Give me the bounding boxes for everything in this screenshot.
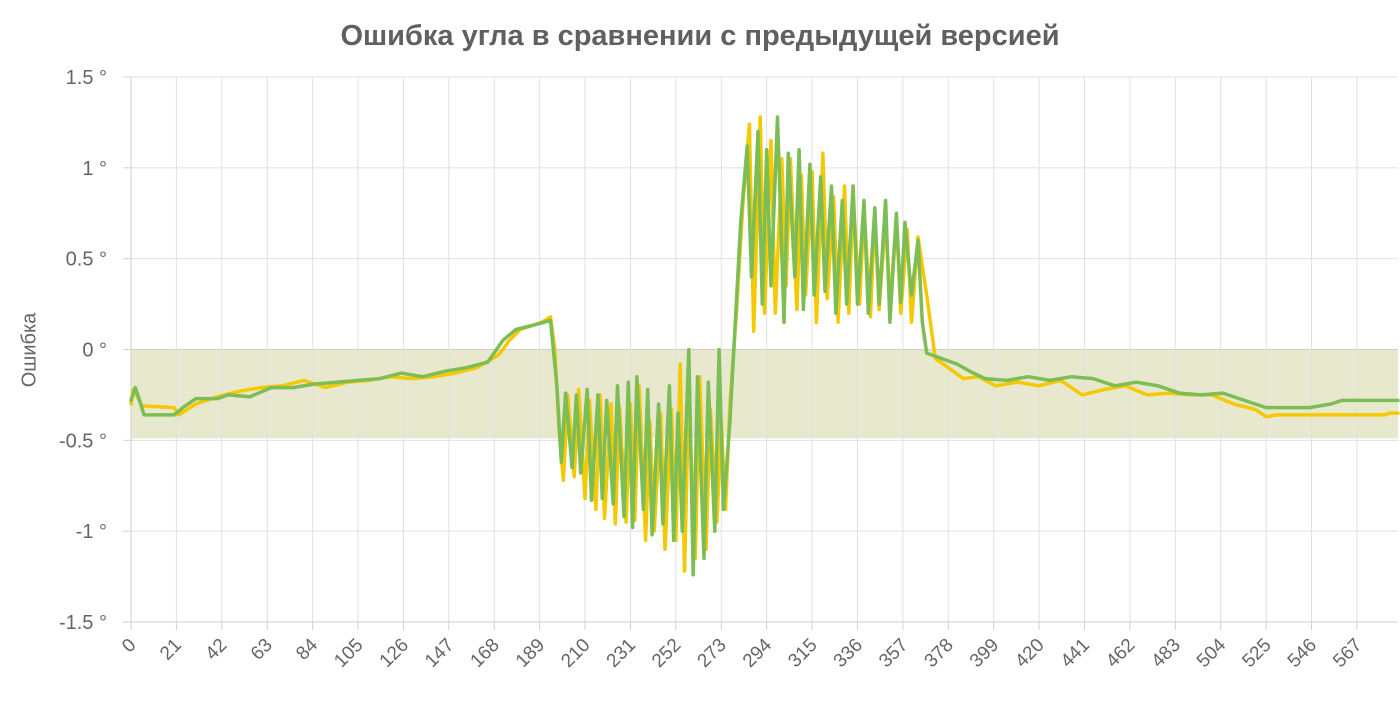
x-tick-label: 168 [467, 635, 504, 672]
x-tick-label: 567 [1329, 635, 1366, 672]
x-tick-label: 273 [694, 635, 731, 672]
x-tick-label: 0 [118, 635, 140, 657]
x-tick-label: 399 [966, 635, 1003, 672]
x-tick-label: 126 [376, 635, 413, 672]
y-tick-label: -1.5 ° [59, 612, 107, 634]
y-tick-label: 1 ° [82, 158, 107, 180]
x-tick-label: 462 [1102, 635, 1139, 672]
x-tick-label: 42 [202, 635, 232, 665]
x-tick-label: 441 [1057, 635, 1094, 672]
x-tick-label: 231 [603, 635, 640, 672]
x-tick-label: 210 [557, 635, 594, 672]
x-tick-label: 504 [1193, 634, 1231, 672]
y-tick-label: -1 ° [76, 521, 107, 543]
series-line-green [129, 115, 1400, 577]
x-tick-label: 294 [739, 634, 777, 672]
x-tick-label: 21 [156, 635, 186, 665]
x-tick-label: 357 [875, 635, 912, 672]
x-tick-label: 147 [421, 635, 458, 672]
y-tick-label: 0.5 ° [66, 249, 107, 271]
x-tick-label: 315 [784, 635, 821, 672]
x-tick-label: 378 [921, 635, 958, 672]
x-tick-label: 546 [1284, 635, 1321, 672]
x-tick-label: 525 [1238, 635, 1275, 672]
x-tick-label: 252 [648, 635, 685, 672]
x-tick-label: 84 [292, 634, 322, 664]
x-tick-label: 105 [330, 635, 367, 672]
y-tick-label: 0 ° [82, 340, 107, 362]
x-tick-label: 189 [512, 635, 549, 672]
x-tick-label: 483 [1148, 635, 1185, 672]
chart-title: Ошибка угла в сравнении с предыдущей вер… [340, 20, 1060, 52]
y-tick-label: -0.5 ° [59, 430, 107, 452]
y-axis-label: Ошибка [18, 312, 41, 388]
y-tick-label: 1.5 ° [66, 67, 107, 89]
x-tick-label: 336 [830, 635, 867, 672]
x-tick-label: 63 [247, 635, 277, 665]
x-tick-label: 420 [1011, 635, 1048, 672]
